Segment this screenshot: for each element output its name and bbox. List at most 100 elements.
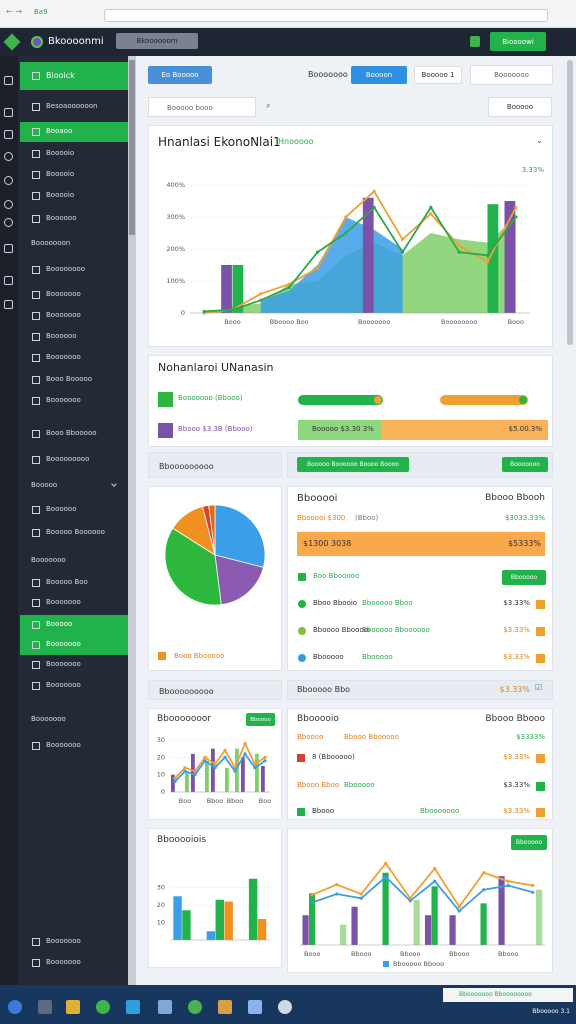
- nav-item[interactable]: Biooick: [46, 71, 75, 80]
- strip-icon[interactable]: [4, 108, 13, 117]
- nav-item[interactable]: Booooooo: [46, 598, 81, 606]
- strip: [287, 680, 553, 700]
- nav-item[interactable]: Boooooo: [46, 332, 77, 340]
- strip-icon[interactable]: [4, 200, 13, 209]
- row-icon: [298, 627, 306, 635]
- strip-icon[interactable]: [4, 276, 13, 285]
- bar-label: $5333%: [507, 539, 541, 548]
- row-flag[interactable]: [536, 808, 545, 817]
- nav-item[interactable]: Booooooo: [46, 640, 81, 648]
- view-button[interactable]: Eo Booooo: [148, 66, 212, 84]
- strip-icon[interactable]: [4, 152, 13, 161]
- chevron[interactable]: ⌄: [536, 136, 543, 145]
- nav-item[interactable]: Booooooo: [31, 556, 66, 564]
- nav-item[interactable]: Booooo: [46, 620, 73, 628]
- search-icon[interactable]: ⌕: [266, 101, 271, 110]
- nav-item[interactable]: Booo Booooo: [46, 375, 93, 383]
- taskbar-icon[interactable]: [38, 1000, 52, 1014]
- highlight-value: $3033.33%: [504, 514, 545, 522]
- taskbar-icon[interactable]: [188, 1000, 202, 1014]
- tag[interactable]: Booooo Boooooo Boooo Boooo: [297, 457, 409, 472]
- strip-icon[interactable]: [4, 244, 13, 253]
- taskbar-icon[interactable]: [8, 1000, 22, 1014]
- scrollbar[interactable]: [128, 56, 136, 985]
- nav-item[interactable]: Booaoo: [46, 127, 73, 135]
- taskbar-icon[interactable]: [158, 1000, 172, 1014]
- row-button[interactable]: Bbooooo: [502, 570, 546, 585]
- app-header: Bkoooonmi Bkoooooom Bioooowi: [0, 28, 576, 56]
- filter-button[interactable]: Booooo: [488, 97, 552, 117]
- nav-item[interactable]: Booooooo: [46, 396, 81, 404]
- strip-icon[interactable]: [4, 130, 13, 139]
- row-flag[interactable]: [536, 754, 545, 763]
- nav-item[interactable]: Booooio: [46, 149, 75, 157]
- row-icon: [297, 808, 305, 816]
- nav-item[interactable]: Booooooo: [46, 741, 81, 749]
- nav-item[interactable]: Booo Bbooooo: [46, 429, 97, 437]
- nav-item[interactable]: Boooooo: [46, 214, 77, 222]
- strip-icon[interactable]: [4, 176, 13, 185]
- card-title: Bbooooiois: [157, 835, 207, 845]
- nav-icon: [32, 959, 40, 967]
- nav-item[interactable]: Booooooo: [46, 353, 81, 361]
- nav-item[interactable]: Booooo Boooooo: [46, 528, 105, 536]
- nav-icon: [32, 312, 40, 320]
- nav-item[interactable]: Boooooo: [46, 505, 77, 513]
- taskbar-icon[interactable]: [278, 1000, 292, 1014]
- nav-item[interactable]: Booooooo: [46, 958, 81, 966]
- strip-icon[interactable]: [4, 300, 13, 309]
- main-chart-card: [148, 125, 553, 347]
- search[interactable]: Booooooo: [470, 65, 553, 85]
- row-flag[interactable]: [536, 600, 545, 609]
- page-scroll-thumb[interactable]: [567, 60, 573, 345]
- nav-item[interactable]: Booooooon: [31, 239, 71, 247]
- nav-item[interactable]: Booooooo: [31, 715, 66, 723]
- scroll-thumb[interactable]: [129, 60, 135, 235]
- strip-icon[interactable]: [4, 218, 13, 227]
- filter-input[interactable]: Booooo booo: [148, 97, 256, 117]
- nav-item[interactable]: Booooio: [46, 191, 75, 199]
- toggle[interactable]: Boooon: [351, 66, 407, 84]
- bar-label: $1300 3038: [303, 539, 352, 548]
- toggle-count[interactable]: Booooo 1: [414, 66, 462, 84]
- taskbar-icon[interactable]: [126, 1000, 140, 1014]
- nav-icon: [32, 291, 40, 299]
- nav-item[interactable]: Besoaoooooon: [46, 102, 98, 110]
- nav-item[interactable]: Booooo: [31, 481, 58, 489]
- taskbar-icon[interactable]: [96, 1000, 110, 1014]
- nav-item[interactable]: Booooooooo: [46, 455, 90, 463]
- nav-item[interactable]: Booooooo: [46, 681, 81, 689]
- workspace-select[interactable]: Bkoooooom: [116, 33, 198, 49]
- nav-item[interactable]: Booooooo: [46, 660, 81, 668]
- nav-item[interactable]: Booooooo: [46, 937, 81, 945]
- highlight: Bbooooi $300: [297, 514, 346, 522]
- strip-button[interactable]: Booooooo: [502, 457, 548, 472]
- nav[interactable]: ← →: [6, 7, 22, 16]
- nav-icon: [32, 215, 40, 223]
- row-flag[interactable]: [536, 627, 545, 636]
- strip-icon[interactable]: [4, 76, 13, 85]
- address-bar[interactable]: [104, 9, 548, 22]
- taskbar-icon[interactable]: [248, 1000, 262, 1014]
- nav-item[interactable]: Boooooooo: [46, 265, 86, 273]
- card-button[interactable]: Bboooo: [246, 713, 275, 726]
- nav-item[interactable]: Booooooo: [46, 290, 81, 298]
- tab[interactable]: Ba9: [34, 8, 48, 16]
- row-flag[interactable]: [536, 782, 545, 791]
- nav-item[interactable]: Booooooo: [46, 311, 81, 319]
- nav-item[interactable]: Booooo Boo: [46, 578, 88, 586]
- nav-item[interactable]: Booooio: [46, 170, 75, 178]
- taskbar-icon[interactable]: [66, 1000, 80, 1014]
- row-flag[interactable]: [536, 654, 545, 663]
- notification[interactable]: Bbooooooo Bboooooooo: [443, 988, 573, 1002]
- taskbar-icon[interactable]: [218, 1000, 232, 1014]
- strip: Bbooooooooo: [148, 452, 282, 478]
- app-name: Bkoooonmi: [48, 36, 104, 47]
- nav-icon: [32, 742, 40, 750]
- slider-knob: [519, 396, 527, 404]
- check[interactable]: ☑: [535, 683, 543, 692]
- toolbar-label: Booooooo: [308, 70, 348, 79]
- icon[interactable]: [470, 36, 480, 47]
- header-action[interactable]: Bioooowi: [490, 32, 546, 51]
- card-button[interactable]: Bbooooo: [511, 835, 547, 850]
